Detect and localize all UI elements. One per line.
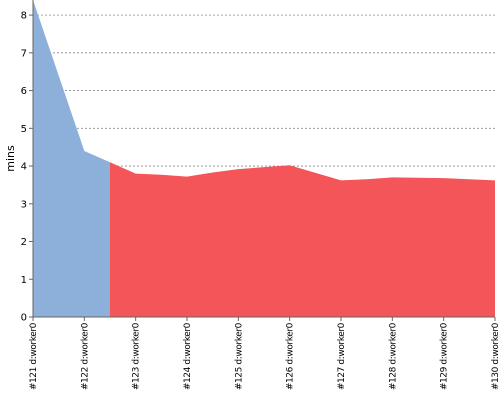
- x-tick-label-10: #130 d:worker0: [491, 322, 500, 390]
- x-tick-label-2: #122 d:worker0: [80, 322, 90, 390]
- y-tick-label-7: 7: [21, 48, 27, 59]
- area-segment-1: [33, 0, 110, 317]
- axes: [29, 0, 496, 321]
- y-axis-title: mins: [4, 145, 17, 172]
- y-tick-label-6: 6: [21, 86, 27, 97]
- x-tick-label-4: #124 d:worker0: [183, 322, 193, 390]
- x-tick-label-8: #128 d:worker0: [388, 322, 398, 390]
- y-tick-label-2: 2: [21, 237, 27, 248]
- x-tick-label-3: #123 d:worker0: [132, 322, 142, 390]
- x-tick-label-5: #125 d:worker0: [234, 322, 244, 390]
- x-tick-labels: #121 d:worker0 #122 d:worker0 #123 d:worke…: [29, 322, 500, 390]
- y-tick-label-4: 4: [21, 162, 27, 173]
- x-tick-label-1: #121 d:worker0: [29, 322, 39, 390]
- area-series: [33, 0, 495, 317]
- x-tick-label-7: #127 d:worker0: [337, 322, 347, 390]
- y-tick-label-0: 0: [21, 313, 27, 324]
- y-tick-label-8: 8: [21, 11, 27, 22]
- y-tick-labels: 0 1 2 3 4 5 6 7 8: [21, 11, 27, 324]
- x-tick-label-9: #129 d:worker0: [440, 322, 450, 390]
- x-tick-label-6: #126 d:worker0: [286, 322, 296, 390]
- area-segment-2: [110, 162, 495, 317]
- y-tick-label-3: 3: [21, 199, 27, 210]
- y-tick-label-1: 1: [21, 275, 27, 286]
- y-tick-label-5: 5: [21, 124, 27, 135]
